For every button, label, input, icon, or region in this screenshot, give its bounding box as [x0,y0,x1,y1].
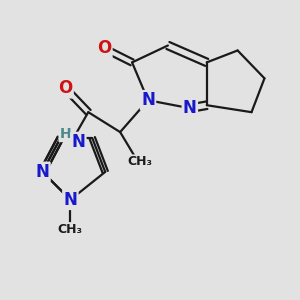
Text: H: H [60,127,71,141]
Text: CH₃: CH₃ [58,223,83,236]
Text: N: N [141,91,155,109]
Text: N: N [71,133,85,151]
Text: CH₃: CH₃ [128,155,152,168]
Text: O: O [97,40,111,58]
Text: N: N [63,191,77,209]
Text: N: N [183,99,197,117]
Text: N: N [36,163,50,181]
Text: O: O [58,79,73,97]
